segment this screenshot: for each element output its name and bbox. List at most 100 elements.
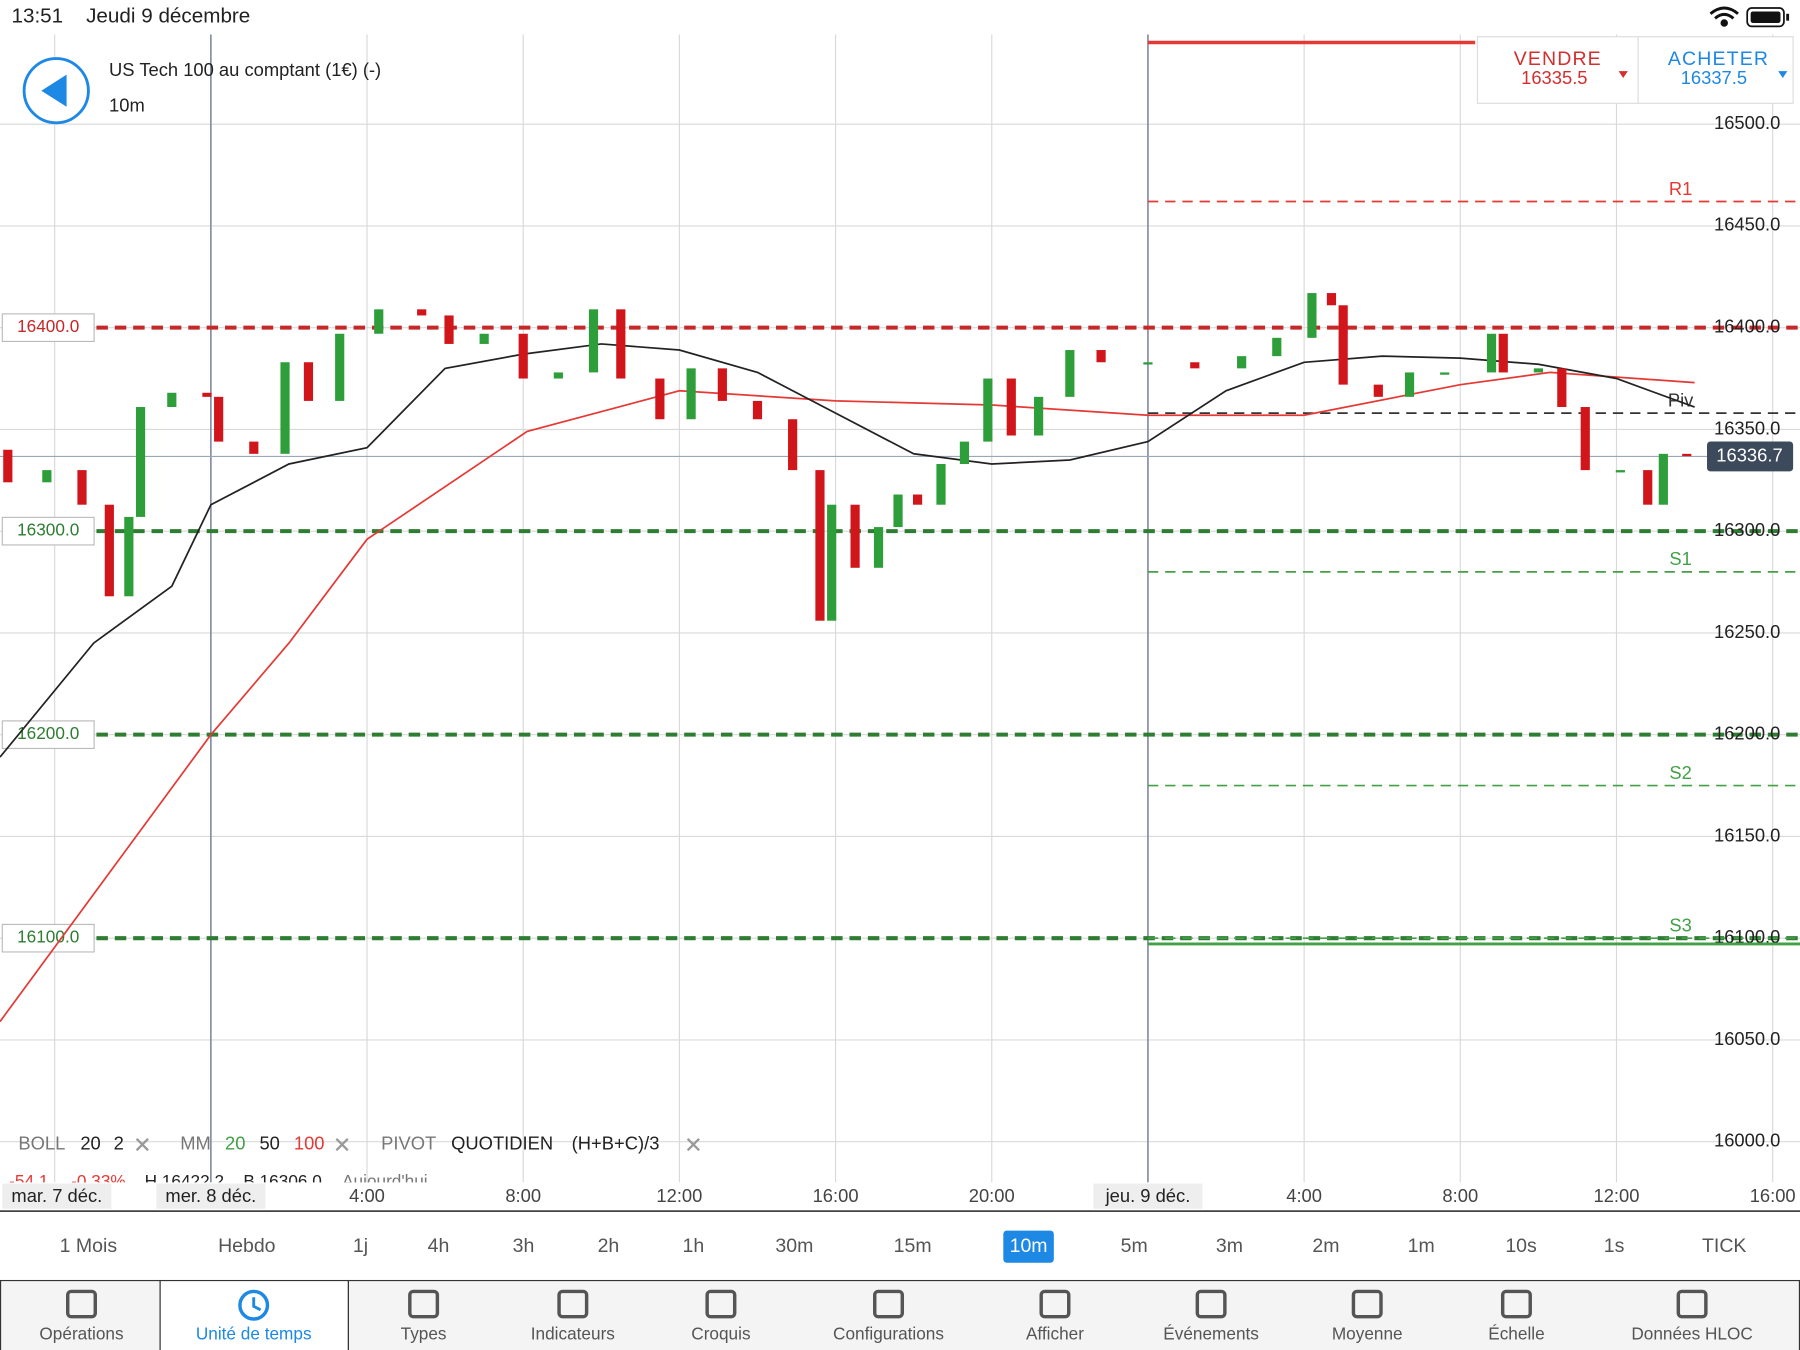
timeframe-label: 5m xyxy=(1121,1235,1148,1257)
toolbar-label: Opérations xyxy=(39,1324,123,1344)
remove-icon[interactable] xyxy=(686,1137,700,1152)
timeframe-option[interactable]: 1j xyxy=(353,1235,368,1257)
sell-button[interactable]: VENDRE 16335.5 xyxy=(1476,36,1639,104)
timeframe-label: TICK xyxy=(1702,1235,1746,1257)
timeframe-label: 1j xyxy=(353,1235,368,1257)
buy-button[interactable]: ACHETER 16337.5 xyxy=(1637,36,1794,104)
candle xyxy=(42,470,52,483)
timeframe-label: Hebdo xyxy=(218,1235,276,1257)
candle xyxy=(1440,372,1450,375)
candle xyxy=(686,368,696,420)
current-price-box xyxy=(1707,441,1794,472)
timeframe-option[interactable]: 30m xyxy=(775,1235,813,1257)
toolbar-label: Moyenne xyxy=(1332,1324,1403,1344)
toolbar-item[interactable]: Événements xyxy=(1163,1289,1259,1344)
timeframe-option[interactable]: 4h xyxy=(428,1235,450,1257)
x-tick-label: 4:00 xyxy=(349,1185,385,1206)
remove-icon[interactable] xyxy=(335,1137,349,1152)
timeframe-option[interactable]: 2m xyxy=(1312,1235,1339,1257)
timeframe-option[interactable]: 2h xyxy=(598,1235,620,1257)
legend-text: 100 xyxy=(294,1132,325,1153)
timeframe-label: 1s xyxy=(1604,1235,1625,1257)
chart: 16400.0 16300.0 16200.0 16100.0 R1 Piv S1 S2 S3 xyxy=(0,34,1800,1183)
candle xyxy=(1498,333,1508,373)
toolbar-item[interactable]: Configurations xyxy=(833,1289,944,1344)
timeframe-label: 2m xyxy=(1312,1235,1339,1257)
timeframe-option[interactable]: 1s xyxy=(1604,1235,1625,1257)
y-tick-label: 16050.0 xyxy=(1714,1028,1780,1049)
x-tick-label: 20:00 xyxy=(969,1185,1015,1206)
toolbar-item[interactable]: Échelle xyxy=(1488,1289,1545,1344)
timeframe-label: 1 Mois xyxy=(60,1235,118,1257)
y-tick-label: 16200.0 xyxy=(1714,723,1780,744)
legend-text: 20 xyxy=(225,1132,245,1153)
toolbar-label: Événements xyxy=(1163,1324,1259,1344)
timeframe-bar: 1 Mois Hebdo 1j 4h 3h 2h 1h 30m 15m 10m 5m 3m 2m 1m 10… xyxy=(60,1230,1746,1263)
toolbar-label: Données HLOC xyxy=(1631,1324,1752,1344)
timeframe-option[interactable]: 5m xyxy=(1121,1235,1148,1257)
toolbar-icon xyxy=(1195,1289,1227,1319)
timeframe-option[interactable]: 1m xyxy=(1408,1235,1435,1257)
pivot-label: S1 xyxy=(1669,548,1691,569)
candle xyxy=(444,315,454,344)
candle xyxy=(3,449,13,483)
candle xyxy=(873,527,884,568)
timeframe-selected xyxy=(1003,1230,1054,1263)
toolbar-item[interactable]: Indicateurs xyxy=(531,1289,615,1344)
toolbar-item[interactable]: Unité de temps xyxy=(196,1289,312,1344)
toolbar-item[interactable]: Afficher xyxy=(1026,1289,1084,1344)
candle xyxy=(417,309,427,316)
timeframe-option[interactable]: 3m xyxy=(1216,1235,1243,1257)
toolbar-frame xyxy=(347,1279,1800,1350)
back-button[interactable] xyxy=(22,57,90,125)
x-tick-label: mar. 7 déc. xyxy=(11,1185,102,1206)
timeframe-label: 10m xyxy=(1010,1235,1048,1257)
toolbar-label: Types xyxy=(401,1324,447,1344)
x-tick-label: 12:00 xyxy=(1594,1185,1640,1206)
candle xyxy=(280,362,290,454)
toolbar-item[interactable]: Types xyxy=(401,1289,447,1344)
toolbar-item[interactable]: Moyenne xyxy=(1332,1289,1403,1344)
toolbar-item[interactable]: Données HLOC xyxy=(1631,1289,1753,1344)
x-tick-label: 8:00 xyxy=(1442,1185,1478,1206)
legend-text: QUOTIDIEN xyxy=(451,1132,553,1153)
toolbar-item[interactable]: Opérations xyxy=(39,1289,124,1344)
timeframe-option[interactable]: 3h xyxy=(513,1235,535,1257)
timeframe-label: 3m xyxy=(1216,1235,1243,1257)
timeframe-option[interactable]: 1 Mois xyxy=(60,1235,118,1257)
candle xyxy=(1643,470,1653,505)
candle xyxy=(1557,368,1567,408)
timeframe-option[interactable]: Hebdo xyxy=(218,1235,276,1257)
sell-price: 16335.5 xyxy=(1521,67,1587,88)
candle xyxy=(1096,350,1106,363)
y-tick-label: 16300.0 xyxy=(1714,519,1780,540)
toolbar-label: Croquis xyxy=(691,1324,750,1344)
toolbar-icon xyxy=(1039,1289,1071,1319)
legend-text: BOLL xyxy=(18,1132,65,1153)
candle xyxy=(1272,337,1282,357)
x-tick-label: 12:00 xyxy=(656,1185,702,1206)
candle xyxy=(936,464,946,505)
level-label-box xyxy=(1,720,95,750)
legend-text: PIVOT xyxy=(381,1132,436,1153)
timeframe-option[interactable]: TICK xyxy=(1702,1235,1746,1257)
remove-icon[interactable] xyxy=(135,1137,149,1152)
x-tick-label: 8:00 xyxy=(505,1185,541,1206)
level-label-box xyxy=(1,516,95,546)
candle xyxy=(518,333,528,379)
candle xyxy=(1682,453,1692,457)
candle xyxy=(717,368,727,401)
timeframe-option[interactable]: 1h xyxy=(683,1235,705,1257)
timeframe-option[interactable]: 15m xyxy=(894,1235,932,1257)
timeframe-option[interactable]: 10m xyxy=(1003,1230,1054,1263)
battery-icon xyxy=(1746,7,1790,28)
candle xyxy=(827,504,837,621)
level-label-box xyxy=(1,923,95,953)
timeframe-option[interactable]: 10s xyxy=(1505,1235,1537,1257)
toolbar-item[interactable]: Croquis xyxy=(691,1289,751,1344)
candle xyxy=(135,407,146,517)
timeframe-label: 2h xyxy=(598,1235,620,1257)
candle xyxy=(893,494,903,528)
candle xyxy=(752,400,763,420)
instrument-name: US Tech 100 au comptant (1€) (-) xyxy=(109,59,381,80)
